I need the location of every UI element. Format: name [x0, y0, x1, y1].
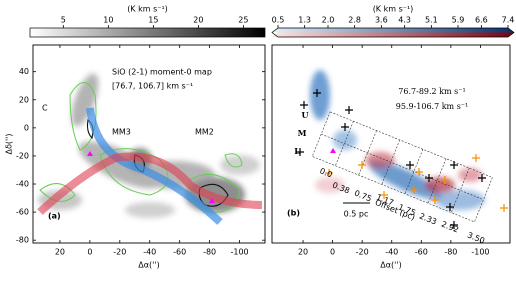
axes-frame — [272, 45, 510, 243]
annotation: 0.5 pc — [344, 210, 369, 219]
y-tick-label: -60 — [16, 208, 29, 217]
colorbar — [272, 28, 514, 33]
y-tick-label: 40 — [19, 67, 29, 76]
annotation: L — [294, 146, 300, 156]
x-tick-label: -40 — [385, 248, 398, 257]
colorbar-tick-label: 3.6 — [375, 16, 388, 25]
colorbar-label: (K km s⁻¹) — [373, 5, 414, 14]
annotation: U — [302, 110, 309, 120]
colorbar-tick-label: 6.6 — [475, 16, 488, 25]
x-tick-label: 0 — [87, 248, 92, 257]
y-axis-label: Δδ('') — [5, 133, 14, 154]
annotation: (b) — [287, 209, 300, 218]
colorbar-tick-label: 2.0 — [322, 16, 335, 25]
y-tick-label: 20 — [19, 95, 29, 104]
colorbar-tick-label: 7.4 — [502, 16, 515, 25]
colorbar-tick-label: 25 — [238, 16, 248, 25]
x-tick-label: -20 — [113, 248, 126, 257]
colorbar-tick-label: 1.3 — [298, 16, 311, 25]
x-axis-label: Δα('') — [138, 261, 159, 270]
x-tick-label: 20 — [55, 248, 65, 257]
colorbar-tick-label: 4.3 — [398, 16, 411, 25]
x-tick-label: -40 — [143, 248, 156, 257]
x-tick-label: 20 — [298, 248, 308, 257]
colorbar-tick-label: 5 — [61, 16, 66, 25]
annotation: MM2 — [195, 128, 214, 137]
y-tick-label: -40 — [16, 180, 29, 189]
colorbar-tick-label: 2.8 — [348, 16, 361, 25]
colorbar-tick-label: 5.1 — [425, 16, 438, 25]
offset-label: 0.38 — [331, 180, 351, 195]
colorbar-tick-label: 10 — [103, 16, 113, 25]
y-tick-label: -80 — [16, 236, 29, 245]
x-tick-label: -60 — [415, 248, 428, 257]
offset-label: 0.75 — [353, 188, 373, 203]
annotation: (a) — [48, 212, 61, 221]
colorbar-tick-label: 5.9 — [452, 16, 465, 25]
x-tick-label: -100 — [230, 248, 248, 257]
colorbar — [30, 28, 265, 37]
offset-label: 2.92 — [440, 219, 460, 234]
x-tick-label: -80 — [203, 248, 216, 257]
map-image-a — [38, 70, 262, 222]
annotation: M — [298, 128, 307, 138]
x-axis-label: Δα('') — [380, 261, 401, 270]
x-tick-label: -100 — [471, 248, 489, 257]
colorbar-tick-label: 0.5 — [272, 16, 285, 25]
legend-entry: 76.7-89.2 km s⁻¹ — [398, 87, 465, 96]
legend-entry: 95.9-106.7 km s⁻¹ — [396, 102, 468, 111]
colorbar-tick-label: 20 — [193, 16, 203, 25]
offset-label: 2.33 — [418, 211, 438, 226]
colorbar-tick-label: 15 — [148, 16, 158, 25]
y-tick-label: 0 — [24, 123, 29, 132]
y-tick-label: -20 — [16, 151, 29, 160]
annotation: MM3 — [112, 128, 131, 137]
x-tick-label: 0 — [330, 248, 335, 257]
colorbar — [272, 33, 514, 38]
annotation: [76.7, 106.7] km s⁻¹ — [112, 82, 193, 91]
annotation: C — [42, 104, 48, 113]
x-tick-label: -20 — [356, 248, 369, 257]
x-tick-label: -60 — [173, 248, 186, 257]
colorbar-label: (K km s⁻¹) — [127, 5, 168, 14]
annotation: SiO (2-1) moment-0 map — [112, 68, 212, 77]
x-tick-label: -80 — [444, 248, 457, 257]
